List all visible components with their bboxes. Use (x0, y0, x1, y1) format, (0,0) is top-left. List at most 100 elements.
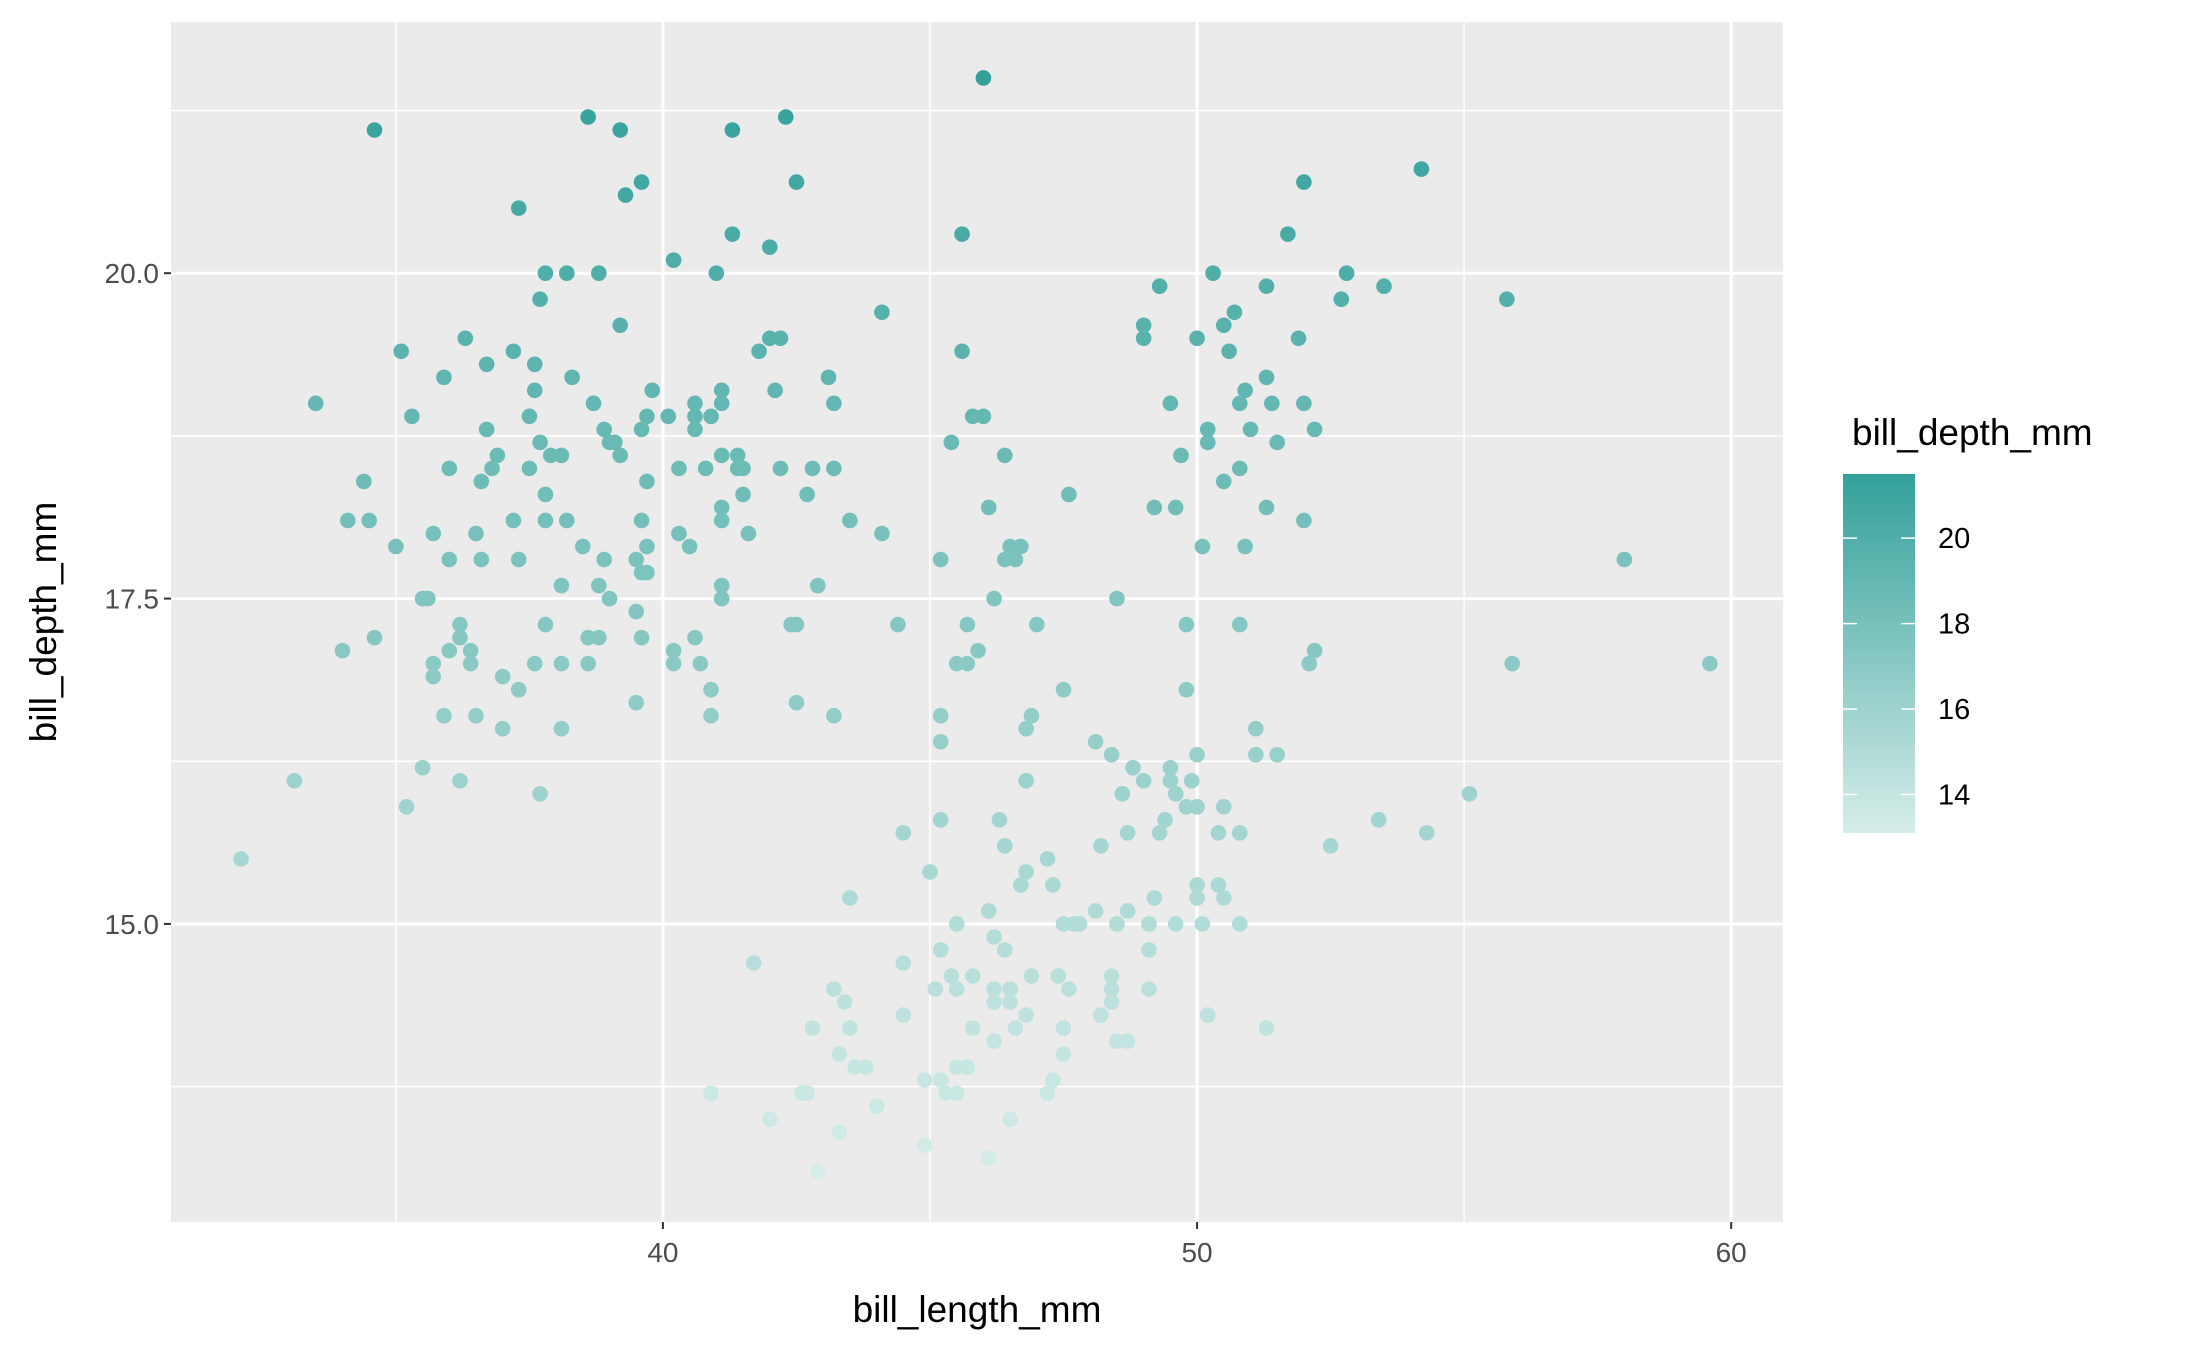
data-point (761, 1111, 778, 1127)
data-point (1103, 968, 1120, 984)
data-point (874, 304, 890, 321)
data-point (1162, 772, 1179, 789)
data-point (820, 369, 837, 386)
data-point (964, 1020, 981, 1036)
data-points (233, 70, 1718, 1180)
data-point (713, 499, 730, 516)
data-point (831, 1124, 847, 1140)
data-point (799, 1085, 815, 1101)
data-point (1189, 746, 1205, 763)
data-point (1039, 851, 1056, 867)
data-point (1296, 395, 1312, 412)
data-point (494, 668, 511, 685)
data-point (1103, 746, 1120, 763)
data-point (575, 538, 591, 555)
data-point (932, 551, 949, 568)
data-point (1135, 772, 1152, 789)
data-point (1418, 825, 1435, 841)
data-point (398, 799, 415, 815)
data-point (1162, 759, 1179, 776)
data-point (660, 408, 677, 425)
data-point (687, 408, 703, 425)
data-point (596, 551, 612, 568)
major-gridlines (171, 22, 1783, 1222)
data-point (1248, 746, 1264, 763)
data-point (980, 1150, 997, 1167)
data-point (687, 395, 703, 412)
data-point (948, 1085, 965, 1101)
data-point (777, 109, 794, 125)
data-point (580, 655, 596, 672)
data-point (916, 1137, 933, 1154)
data-point (1146, 499, 1163, 516)
x-tick-label: 60 (1716, 1237, 1747, 1268)
data-point (996, 447, 1013, 464)
data-point (591, 265, 607, 281)
data-point (591, 577, 607, 594)
data-point (735, 460, 751, 477)
data-point (687, 629, 703, 646)
data-point (1061, 486, 1077, 503)
data-point (1157, 812, 1173, 828)
data-point (1237, 538, 1253, 555)
data-point (671, 525, 687, 542)
data-point (1029, 616, 1045, 633)
data-point (713, 590, 730, 607)
data-point (938, 1085, 954, 1101)
data-point (564, 369, 580, 386)
data-point (826, 707, 842, 724)
data-point (687, 421, 703, 438)
data-point (996, 838, 1013, 854)
data-point (1215, 317, 1232, 334)
data-point (991, 812, 1008, 828)
data-point (436, 707, 452, 724)
data-point (932, 733, 949, 750)
data-point (836, 994, 853, 1010)
data-point (1119, 825, 1136, 841)
data-point (1269, 746, 1285, 763)
data-point (633, 174, 650, 190)
data-point (788, 694, 805, 711)
data-point (510, 681, 527, 698)
data-point (1103, 994, 1120, 1010)
data-point (1045, 877, 1061, 893)
data-point (959, 616, 976, 633)
data-point (436, 369, 452, 386)
data-point (639, 473, 655, 490)
data-point (1258, 278, 1275, 295)
data-point (553, 577, 570, 594)
data-point (628, 603, 645, 620)
data-point (1258, 1020, 1275, 1036)
legend-tick-label: 18 (1938, 609, 1970, 641)
data-point (959, 1059, 976, 1075)
data-point (1002, 1111, 1018, 1127)
data-point (1093, 1007, 1109, 1023)
data-point (948, 981, 965, 997)
data-point (1135, 317, 1152, 334)
y-axis-title: bill_depth_mm (23, 502, 64, 743)
data-point (553, 720, 570, 737)
data-point (628, 694, 645, 711)
data-point (826, 981, 842, 997)
data-point (425, 668, 442, 685)
data-point (489, 447, 506, 464)
data-point (1178, 799, 1195, 815)
data-point (1205, 265, 1221, 281)
data-point (954, 226, 970, 242)
data-point (1189, 890, 1205, 906)
data-point (404, 408, 420, 425)
data-point (441, 551, 458, 568)
data-point (964, 408, 981, 425)
data-point (1119, 1033, 1136, 1049)
data-point (542, 447, 559, 464)
data-point (596, 421, 612, 438)
x-axis-title: bill_length_mm (853, 1289, 1102, 1330)
data-point (745, 955, 762, 971)
data-point (1018, 1007, 1034, 1023)
data-point (1194, 916, 1211, 932)
data-point (996, 551, 1013, 568)
data-point (703, 408, 719, 425)
data-point (441, 642, 458, 659)
data-point (339, 512, 356, 529)
data-point (1178, 616, 1195, 633)
